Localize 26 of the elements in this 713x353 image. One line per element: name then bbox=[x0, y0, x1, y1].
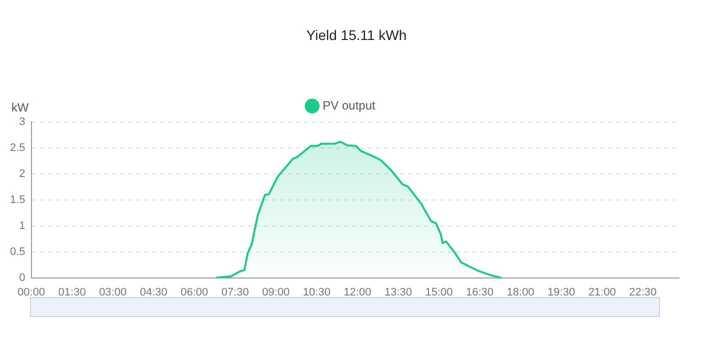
y-tick-label: 1.5 bbox=[10, 194, 26, 206]
y-axis-title: kW bbox=[11, 100, 30, 114]
x-tick-label: 19:30 bbox=[548, 286, 576, 298]
x-tick-label: 22:30 bbox=[629, 286, 657, 298]
x-tick-label: 09:00 bbox=[262, 286, 290, 298]
x-tick-label: 00:00 bbox=[18, 286, 46, 298]
y-tick-label: 3 bbox=[19, 116, 26, 128]
x-tick-label: 10:30 bbox=[302, 286, 330, 298]
x-tick-label: 15:00 bbox=[425, 286, 453, 298]
x-tick-label: 03:00 bbox=[99, 286, 127, 298]
chart-title: Yield 15.11 kWh bbox=[306, 27, 407, 43]
x-tick-label: 13:30 bbox=[384, 286, 412, 298]
y-tick-label: 2 bbox=[19, 168, 26, 180]
x-tick-label: 06:00 bbox=[180, 286, 208, 298]
x-tick-label: 18:00 bbox=[506, 286, 534, 298]
x-tick-label: 01:30 bbox=[58, 286, 86, 298]
x-tick-label: 07:30 bbox=[221, 286, 249, 298]
x-tick-label: 16:30 bbox=[466, 286, 494, 298]
x-tick-label: 21:00 bbox=[588, 286, 616, 298]
y-tick-label: 1 bbox=[19, 220, 26, 232]
x-tick-label: 04:30 bbox=[140, 286, 168, 298]
y-tick-label: 0.5 bbox=[10, 246, 26, 258]
y-tick-label: 2.5 bbox=[10, 142, 26, 154]
y-tick-label: 0 bbox=[19, 272, 26, 284]
legend-label: PV output bbox=[322, 98, 376, 112]
x-tick-label: 12:00 bbox=[344, 286, 372, 298]
